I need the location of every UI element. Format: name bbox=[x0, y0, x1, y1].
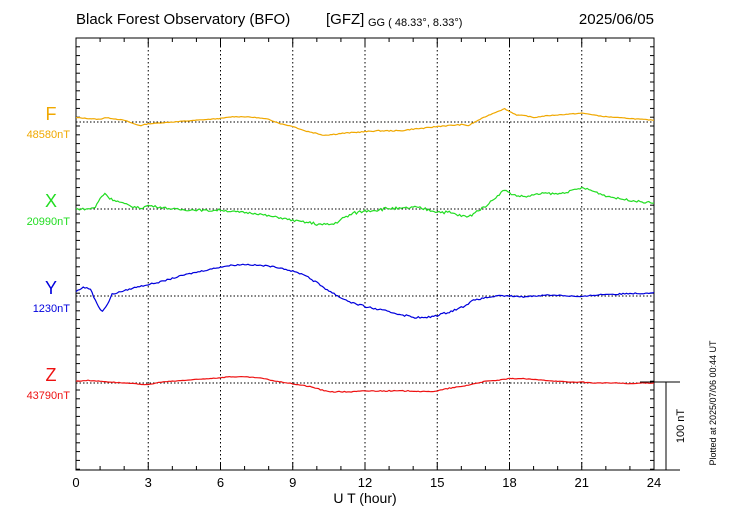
baseline-label-x: 20990nT bbox=[27, 216, 71, 228]
channel-label-y: Y bbox=[45, 278, 57, 298]
x-tick-label-21: 21 bbox=[575, 475, 589, 490]
baseline-label-z: 43790nT bbox=[27, 390, 71, 402]
x-axis-label: U T (hour) bbox=[333, 490, 396, 506]
series-y-line bbox=[75, 263, 655, 319]
baseline-label-f: 48580nT bbox=[27, 129, 71, 141]
x-tick-label-12: 12 bbox=[358, 475, 372, 490]
date-label: 2025/06/05 bbox=[579, 11, 654, 28]
x-tick-label-6: 6 bbox=[217, 475, 224, 490]
baseline-label-y: 1230nT bbox=[33, 303, 71, 315]
x-tick-label-3: 3 bbox=[145, 475, 152, 490]
series-lines bbox=[75, 107, 655, 393]
x-tick-label-15: 15 bbox=[430, 475, 444, 490]
channel-labels: F 48580nT X 20990nT Y 1230nT Z 43790nT bbox=[27, 104, 71, 402]
coordinates-label: GG ( 48.33°, 8.33°) bbox=[368, 17, 462, 29]
x-tick-label-18: 18 bbox=[502, 475, 516, 490]
channel-label-f: F bbox=[46, 104, 57, 124]
plotted-note: Plotted at 2025/07/06 00:44 UT bbox=[708, 340, 718, 466]
scale-bar-label: 100 nT bbox=[675, 409, 687, 444]
baseline-lines bbox=[76, 121, 654, 384]
series-f-line bbox=[75, 107, 655, 136]
channel-label-z: Z bbox=[46, 365, 57, 385]
x-tick-label-0: 0 bbox=[72, 475, 79, 490]
x-tick-labels: 0 3 6 9 12 15 18 21 24 bbox=[72, 475, 661, 490]
x-tick-label-9: 9 bbox=[289, 475, 296, 490]
chart-title: Black Forest Observatory (BFO) bbox=[76, 11, 290, 28]
scale-bar: 100 nT bbox=[640, 381, 687, 471]
series-x-line bbox=[75, 186, 655, 226]
channel-label-x: X bbox=[45, 191, 57, 211]
series-z-line bbox=[75, 375, 655, 393]
grid-lines bbox=[147, 38, 583, 470]
agency-label: [GFZ] bbox=[326, 11, 364, 28]
x-tick-label-24: 24 bbox=[647, 475, 661, 490]
